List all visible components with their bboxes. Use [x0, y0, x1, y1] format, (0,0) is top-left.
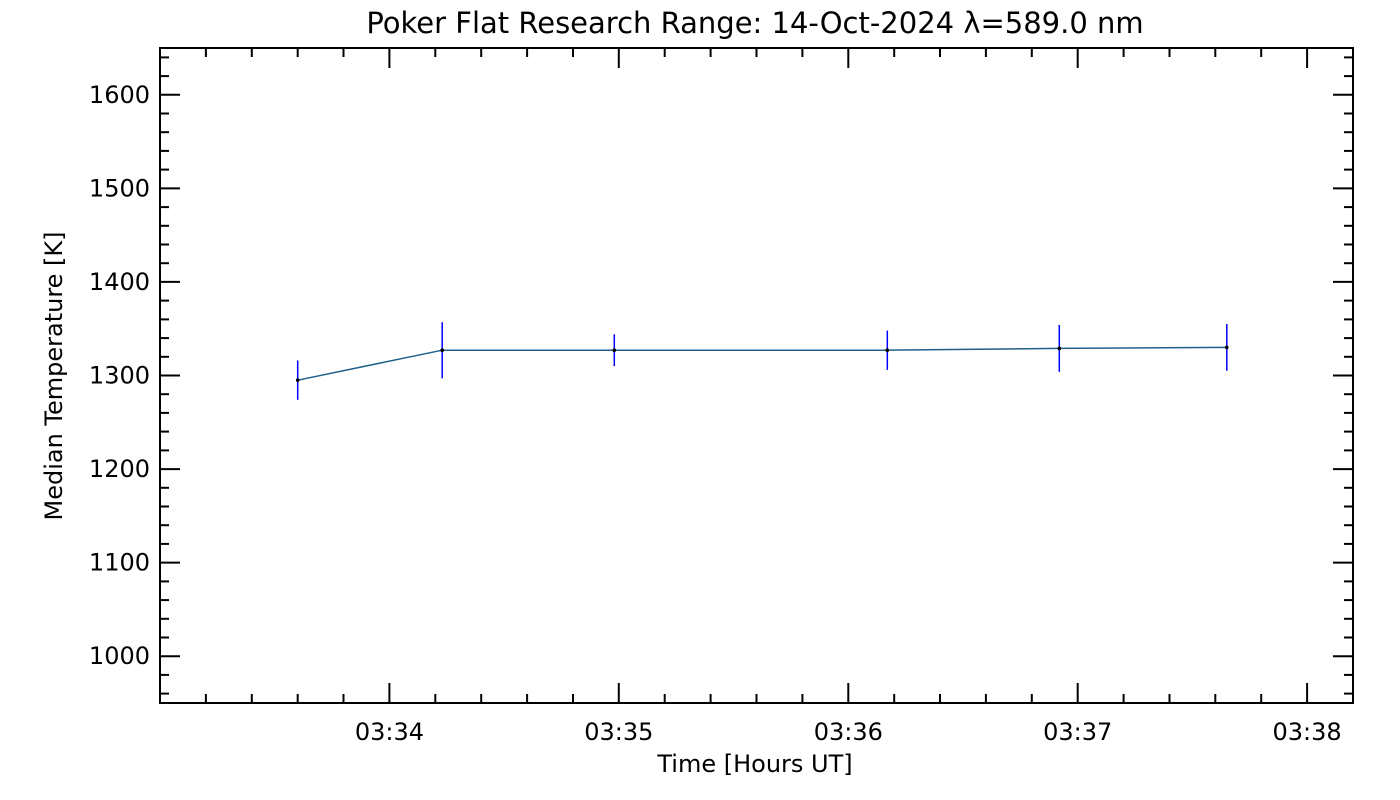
chart-title: Poker Flat Research Range: 14-Oct-2024 λ…: [366, 6, 1143, 40]
y-tick-label: 1600: [89, 81, 150, 109]
y-tick-label: 1100: [89, 549, 150, 577]
data-point: [885, 348, 890, 353]
x-tick-label: 03:37: [1043, 718, 1112, 746]
x-tick-label: 03:34: [355, 718, 424, 746]
y-tick-label: 1500: [89, 174, 150, 202]
error-bars: [296, 322, 1228, 400]
y-tick-label: 1300: [89, 362, 150, 390]
y-tick-label: 1400: [89, 268, 150, 296]
y-tick-label: 1000: [89, 642, 150, 670]
x-tick-label: 03:36: [814, 718, 883, 746]
x-tick-label: 03:35: [584, 718, 653, 746]
series-line-path: [297, 346, 1227, 381]
data-point: [295, 378, 300, 383]
x-tick-label: 03:38: [1273, 718, 1342, 746]
data-point: [1057, 346, 1062, 351]
series-line: [297, 346, 1227, 381]
data-point: [440, 348, 445, 353]
plot-frame: [159, 47, 1354, 704]
data-point: [612, 348, 617, 353]
y-axis-label: Median Temperature [K]: [40, 231, 68, 520]
data-points: [295, 345, 1229, 383]
x-axis-label: Time [Hours UT]: [656, 750, 852, 778]
axis-ticks: 1000 1100 1200 1300 1400 1500 1600 03:34 03:35 03…: [89, 48, 1353, 746]
y-tick-label: 1200: [89, 455, 150, 483]
data-point: [1225, 345, 1229, 350]
